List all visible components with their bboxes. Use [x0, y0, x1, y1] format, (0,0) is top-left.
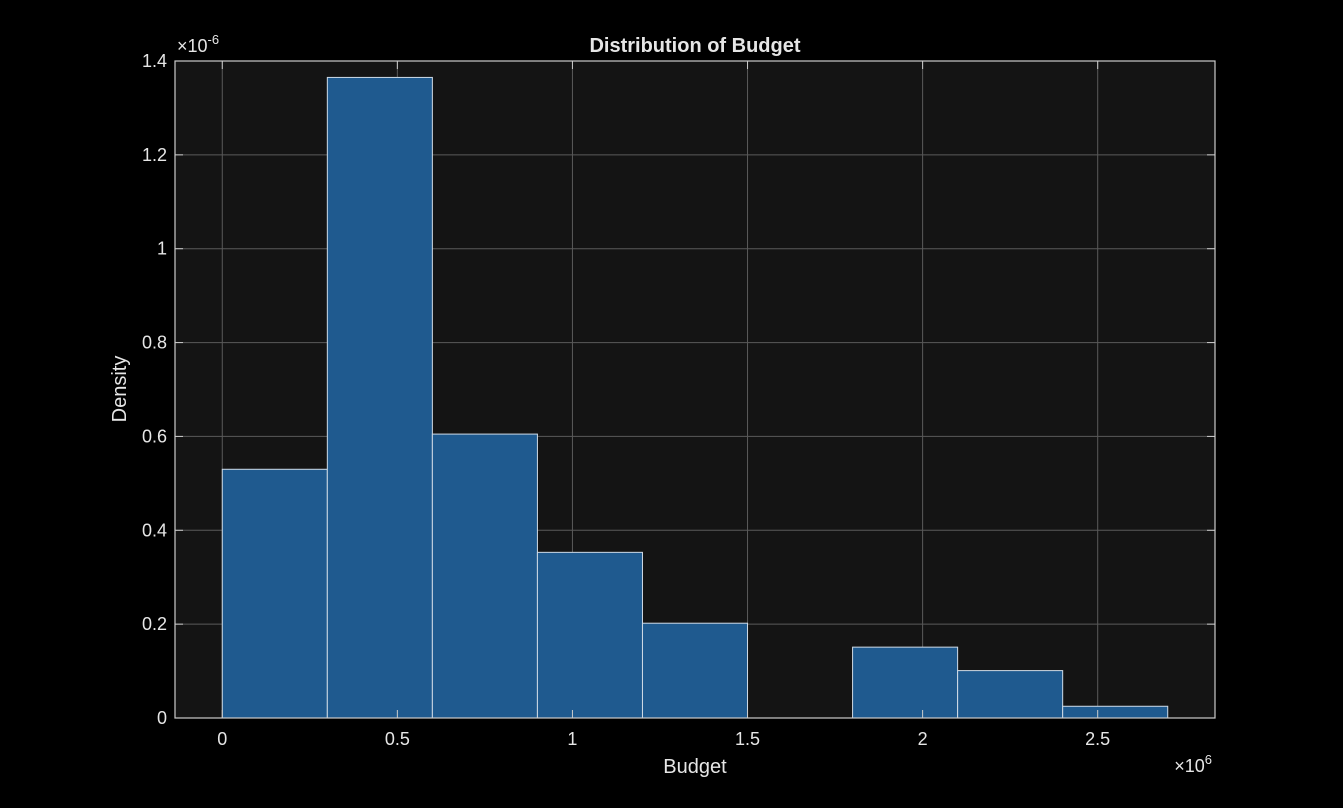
- y-exponent-base: ×10: [177, 36, 208, 56]
- x-tick-label: 2.5: [1085, 729, 1110, 749]
- histogram-bar: [957, 670, 1064, 719]
- histogram-bar: [852, 646, 959, 719]
- histogram-bar: [431, 433, 538, 719]
- bars: [221, 76, 1169, 719]
- histogram-bar: [326, 76, 433, 719]
- axis-ticks: [175, 60, 1215, 719]
- x-tick-label: 0.5: [385, 729, 410, 749]
- y-tick-label: 0.4: [142, 520, 167, 540]
- y-exponent-power: -6: [208, 32, 220, 47]
- histogram-bar: [221, 468, 328, 719]
- histogram-bar: [641, 622, 749, 719]
- y-tick-label: 1: [157, 239, 167, 259]
- x-tick-label: 0: [217, 729, 227, 749]
- x-exponent-base: ×10: [1174, 756, 1205, 776]
- x-tick-label: 1.5: [735, 729, 760, 749]
- tick-labels: 0 0.5 1 1.5 2 2.5 0 0.2 0.4 0.6 0.8 1 1.2 1.4: [142, 51, 1110, 749]
- y-axis-label: Density: [109, 356, 131, 423]
- x-axis-exponent: ×106: [1174, 752, 1212, 776]
- x-tick-label: 1: [567, 729, 577, 749]
- x-exponent-power: 6: [1205, 752, 1212, 767]
- y-tick-label: 1.2: [142, 145, 167, 165]
- histogram-bar: [1062, 705, 1169, 719]
- axes-frame: [174, 60, 1216, 719]
- y-axis-exponent: ×10-6: [177, 32, 219, 56]
- y-tick-label: 0.8: [142, 333, 167, 353]
- y-tick-label: 0.2: [142, 614, 167, 634]
- histogram-bar: [536, 551, 643, 719]
- x-tick-label: 2: [918, 729, 928, 749]
- x-axis-label: Budget: [663, 756, 727, 778]
- y-tick-label: 0.6: [142, 426, 167, 446]
- y-tick-label: 0: [157, 708, 167, 728]
- chart-title: Distribution of Budget: [589, 35, 800, 57]
- y-tick-label: 1.4: [142, 51, 167, 71]
